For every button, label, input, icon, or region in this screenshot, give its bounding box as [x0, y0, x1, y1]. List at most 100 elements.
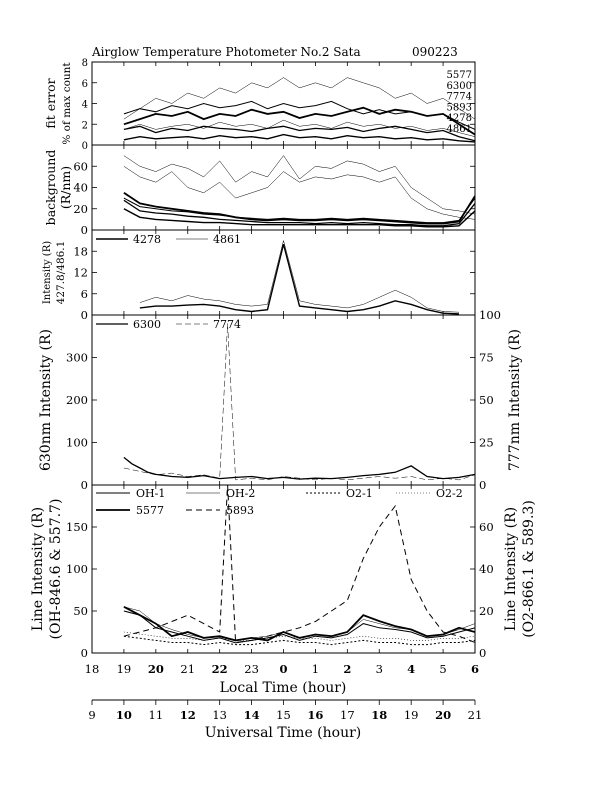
- legend-label: 4278: [447, 113, 472, 124]
- y-tick-label: 0: [82, 141, 88, 152]
- series-line-5577: [123, 606, 475, 642]
- x2-tick-label: 9: [88, 708, 95, 722]
- y-tick-label: 6: [82, 79, 88, 90]
- series-group: [123, 485, 475, 646]
- series-line-7774: [123, 323, 475, 481]
- x2-axis-title: Universal Time (hour): [205, 725, 362, 741]
- legend-label: O2-2: [436, 487, 463, 500]
- y-tick-label: 300: [66, 351, 88, 365]
- y2-tick-label: 40: [479, 562, 494, 576]
- legend-label: 4278: [133, 233, 161, 246]
- legend-label: 5893: [447, 102, 472, 113]
- series-line-5893: [123, 485, 475, 644]
- series-line-4861: [139, 239, 460, 313]
- panel-bg: 0 20 40 60 background (R/nm): [43, 144, 476, 237]
- legend-label: 6300: [447, 81, 472, 92]
- y-axis-label: fit error: [43, 78, 58, 128]
- y-tick-label: 0: [81, 646, 88, 660]
- series-line-6300: [123, 199, 475, 227]
- x-tick-label: 3: [376, 662, 383, 676]
- x2-tick-label: 15: [276, 708, 291, 722]
- series-line-5893: [123, 100, 475, 130]
- x2-tick-label: 11: [149, 708, 164, 722]
- series-line-6300: [123, 456, 475, 480]
- series-line-5577: [123, 192, 475, 225]
- y-tick-label: 20: [73, 202, 88, 216]
- x-tick-label: 21: [180, 662, 195, 676]
- series-line-6300: [123, 125, 475, 142]
- y-tick-label: 50: [73, 604, 88, 618]
- legend-label: 4861: [213, 233, 241, 246]
- legend-label: 5577: [447, 70, 472, 81]
- y-axis-sublabel: (R/nm): [58, 166, 73, 209]
- y-tick-label: 100: [66, 436, 88, 450]
- series-line-4278: [123, 133, 475, 143]
- panel-frame: [91, 144, 476, 231]
- legend-label: OH-1: [136, 487, 165, 500]
- legend-label: 4861: [447, 124, 472, 135]
- y-tick-label: 6: [81, 287, 88, 301]
- x-tick-label: 6: [471, 662, 479, 676]
- series-group: [139, 239, 460, 315]
- y2-tick-label: 0: [479, 478, 486, 492]
- x-tick-label: 1: [312, 662, 319, 676]
- y-tick-label: 0: [81, 308, 88, 322]
- x-tick-label: 4: [407, 662, 415, 676]
- y-tick-label: 12: [73, 266, 88, 280]
- y2-tick-label: 75: [479, 351, 494, 365]
- series-line-7774: [123, 77, 475, 120]
- y2-axis-label: 777nm Intensity (R): [507, 329, 523, 471]
- y-axis-sublabel: % of max count: [61, 62, 73, 145]
- y-tick-label: 200: [66, 393, 88, 407]
- y2-axis-sublabel: (O2-866.1 & 589.3): [521, 500, 537, 638]
- y-axis-label: Line Intensity (R): [30, 507, 46, 631]
- x2-tick-label: 13: [212, 708, 227, 722]
- y-tick-label: 18: [73, 244, 88, 258]
- legend-label: O2-1: [346, 487, 373, 500]
- y2-tick-label: 60: [479, 520, 494, 534]
- x-tick-label: 18: [85, 662, 100, 676]
- series-group: [123, 323, 475, 481]
- series-line-OH-1: [123, 610, 475, 644]
- x-tick-label: 23: [244, 662, 259, 676]
- legend-label: OH-2: [226, 487, 255, 500]
- y-axis-label: Intensity (R): [42, 241, 53, 304]
- panel-blue: 0 6 12 18 Intensity (R) 427.8/486.1 4278 4861: [42, 229, 476, 322]
- y-tick-label: 8: [82, 58, 88, 69]
- y-axis-label: background: [43, 150, 58, 226]
- y2-tick-label: 20: [479, 604, 494, 618]
- series-line-4278: [123, 208, 475, 228]
- series-line-O2-1: [123, 635, 475, 646]
- y-tick-label: 4: [82, 100, 88, 111]
- chart-date: 090223: [412, 45, 458, 59]
- series-line-5893: [123, 197, 475, 224]
- x2-tick-label: 19: [404, 708, 419, 722]
- y2-tick-label: 100: [479, 308, 501, 322]
- y-tick-label: 2: [82, 120, 88, 131]
- x-tick-label: 0: [279, 662, 287, 676]
- local-time-axis: 18 19 20 21 22 23 0 1 2 3 4 5 6: [85, 662, 479, 676]
- x2-tick-label: 18: [371, 708, 387, 722]
- y-tick-label: 150: [66, 520, 88, 534]
- x2-tick-label: 21: [468, 708, 483, 722]
- legend-label: 5577: [136, 504, 164, 517]
- chart-title: Airglow Temperature Photometer No.2 Sata: [91, 45, 361, 59]
- legend-label: 7774: [447, 92, 472, 103]
- panel-red: 0 100 200 300 0 25 50 75 100 630nm Intensity (R) 7…: [38, 308, 523, 492]
- series-group: [123, 77, 475, 143]
- y-axis-sublabel: 427.8/486.1: [55, 241, 67, 305]
- x2-tick-label: 16: [307, 708, 323, 722]
- y-tick-label: 0: [81, 223, 88, 237]
- series-line-O2-2: [123, 631, 475, 641]
- x2-tick-label: 20: [435, 708, 451, 722]
- series-group: [123, 155, 475, 228]
- y-axis-sublabel: (OH-846.6 & 557.7): [48, 499, 64, 640]
- panel-fit: 0 2 4 6 8 fit error% of max count 557763007774…: [43, 58, 476, 152]
- x2-tick-label: 12: [180, 708, 196, 722]
- legend-label: 7774: [213, 318, 241, 331]
- series-line-4861: [123, 166, 475, 220]
- x2-tick-label: 17: [340, 708, 355, 722]
